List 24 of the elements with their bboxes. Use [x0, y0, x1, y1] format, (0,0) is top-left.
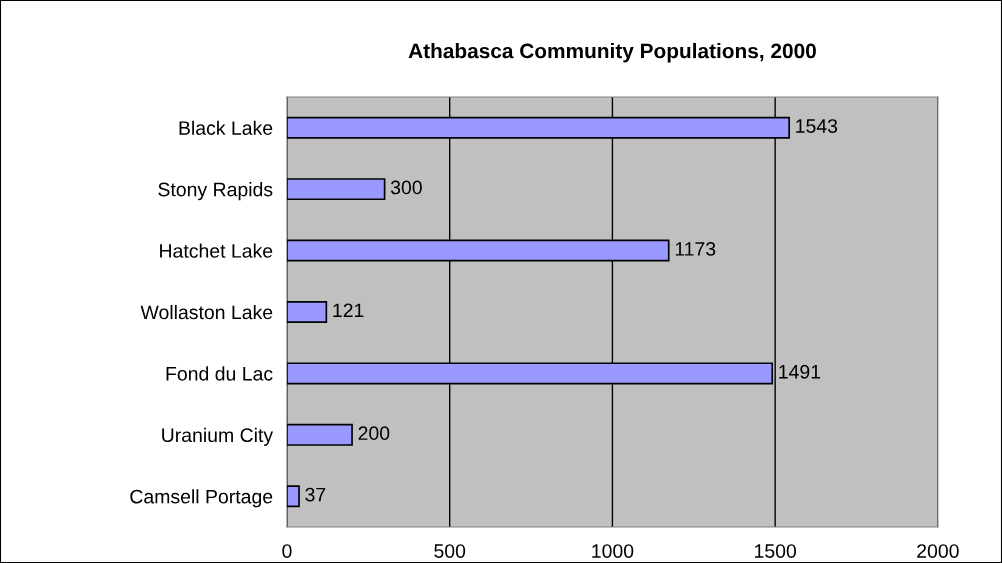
bar	[286, 485, 300, 508]
y-tick-label: Wollaston Lake	[140, 304, 273, 320]
data-label: 200	[358, 426, 390, 441]
chart-title: Athabasca Community Populations, 2000	[408, 43, 816, 63]
y-tick-label: Camsell Portage	[130, 489, 273, 508]
bar	[286, 423, 353, 446]
data-label: 1491	[779, 364, 821, 379]
data-label: 121	[333, 303, 364, 318]
y-tick-label: Black Lake	[179, 120, 273, 135]
x-tick-label: 2000	[917, 544, 959, 558]
x-tick-label: 500	[434, 544, 466, 558]
data-label: 1173	[675, 242, 716, 256]
y-tick-label: Hatchet Lake	[160, 243, 273, 258]
data-label: 37	[305, 487, 326, 502]
x-tick-label: 1500	[755, 544, 797, 558]
x-tick-label: 1000	[592, 544, 634, 558]
y-tick-label: Fond du Lac	[166, 366, 273, 381]
data-label: 300	[390, 180, 422, 195]
bar	[286, 178, 386, 201]
y-tick-label: Stony Rapids	[158, 182, 273, 201]
x-tick-label: 0	[282, 544, 292, 558]
bar	[286, 301, 328, 323]
data-label: 1543	[796, 119, 838, 133]
y-tick-label: Uranium City	[162, 427, 274, 446]
